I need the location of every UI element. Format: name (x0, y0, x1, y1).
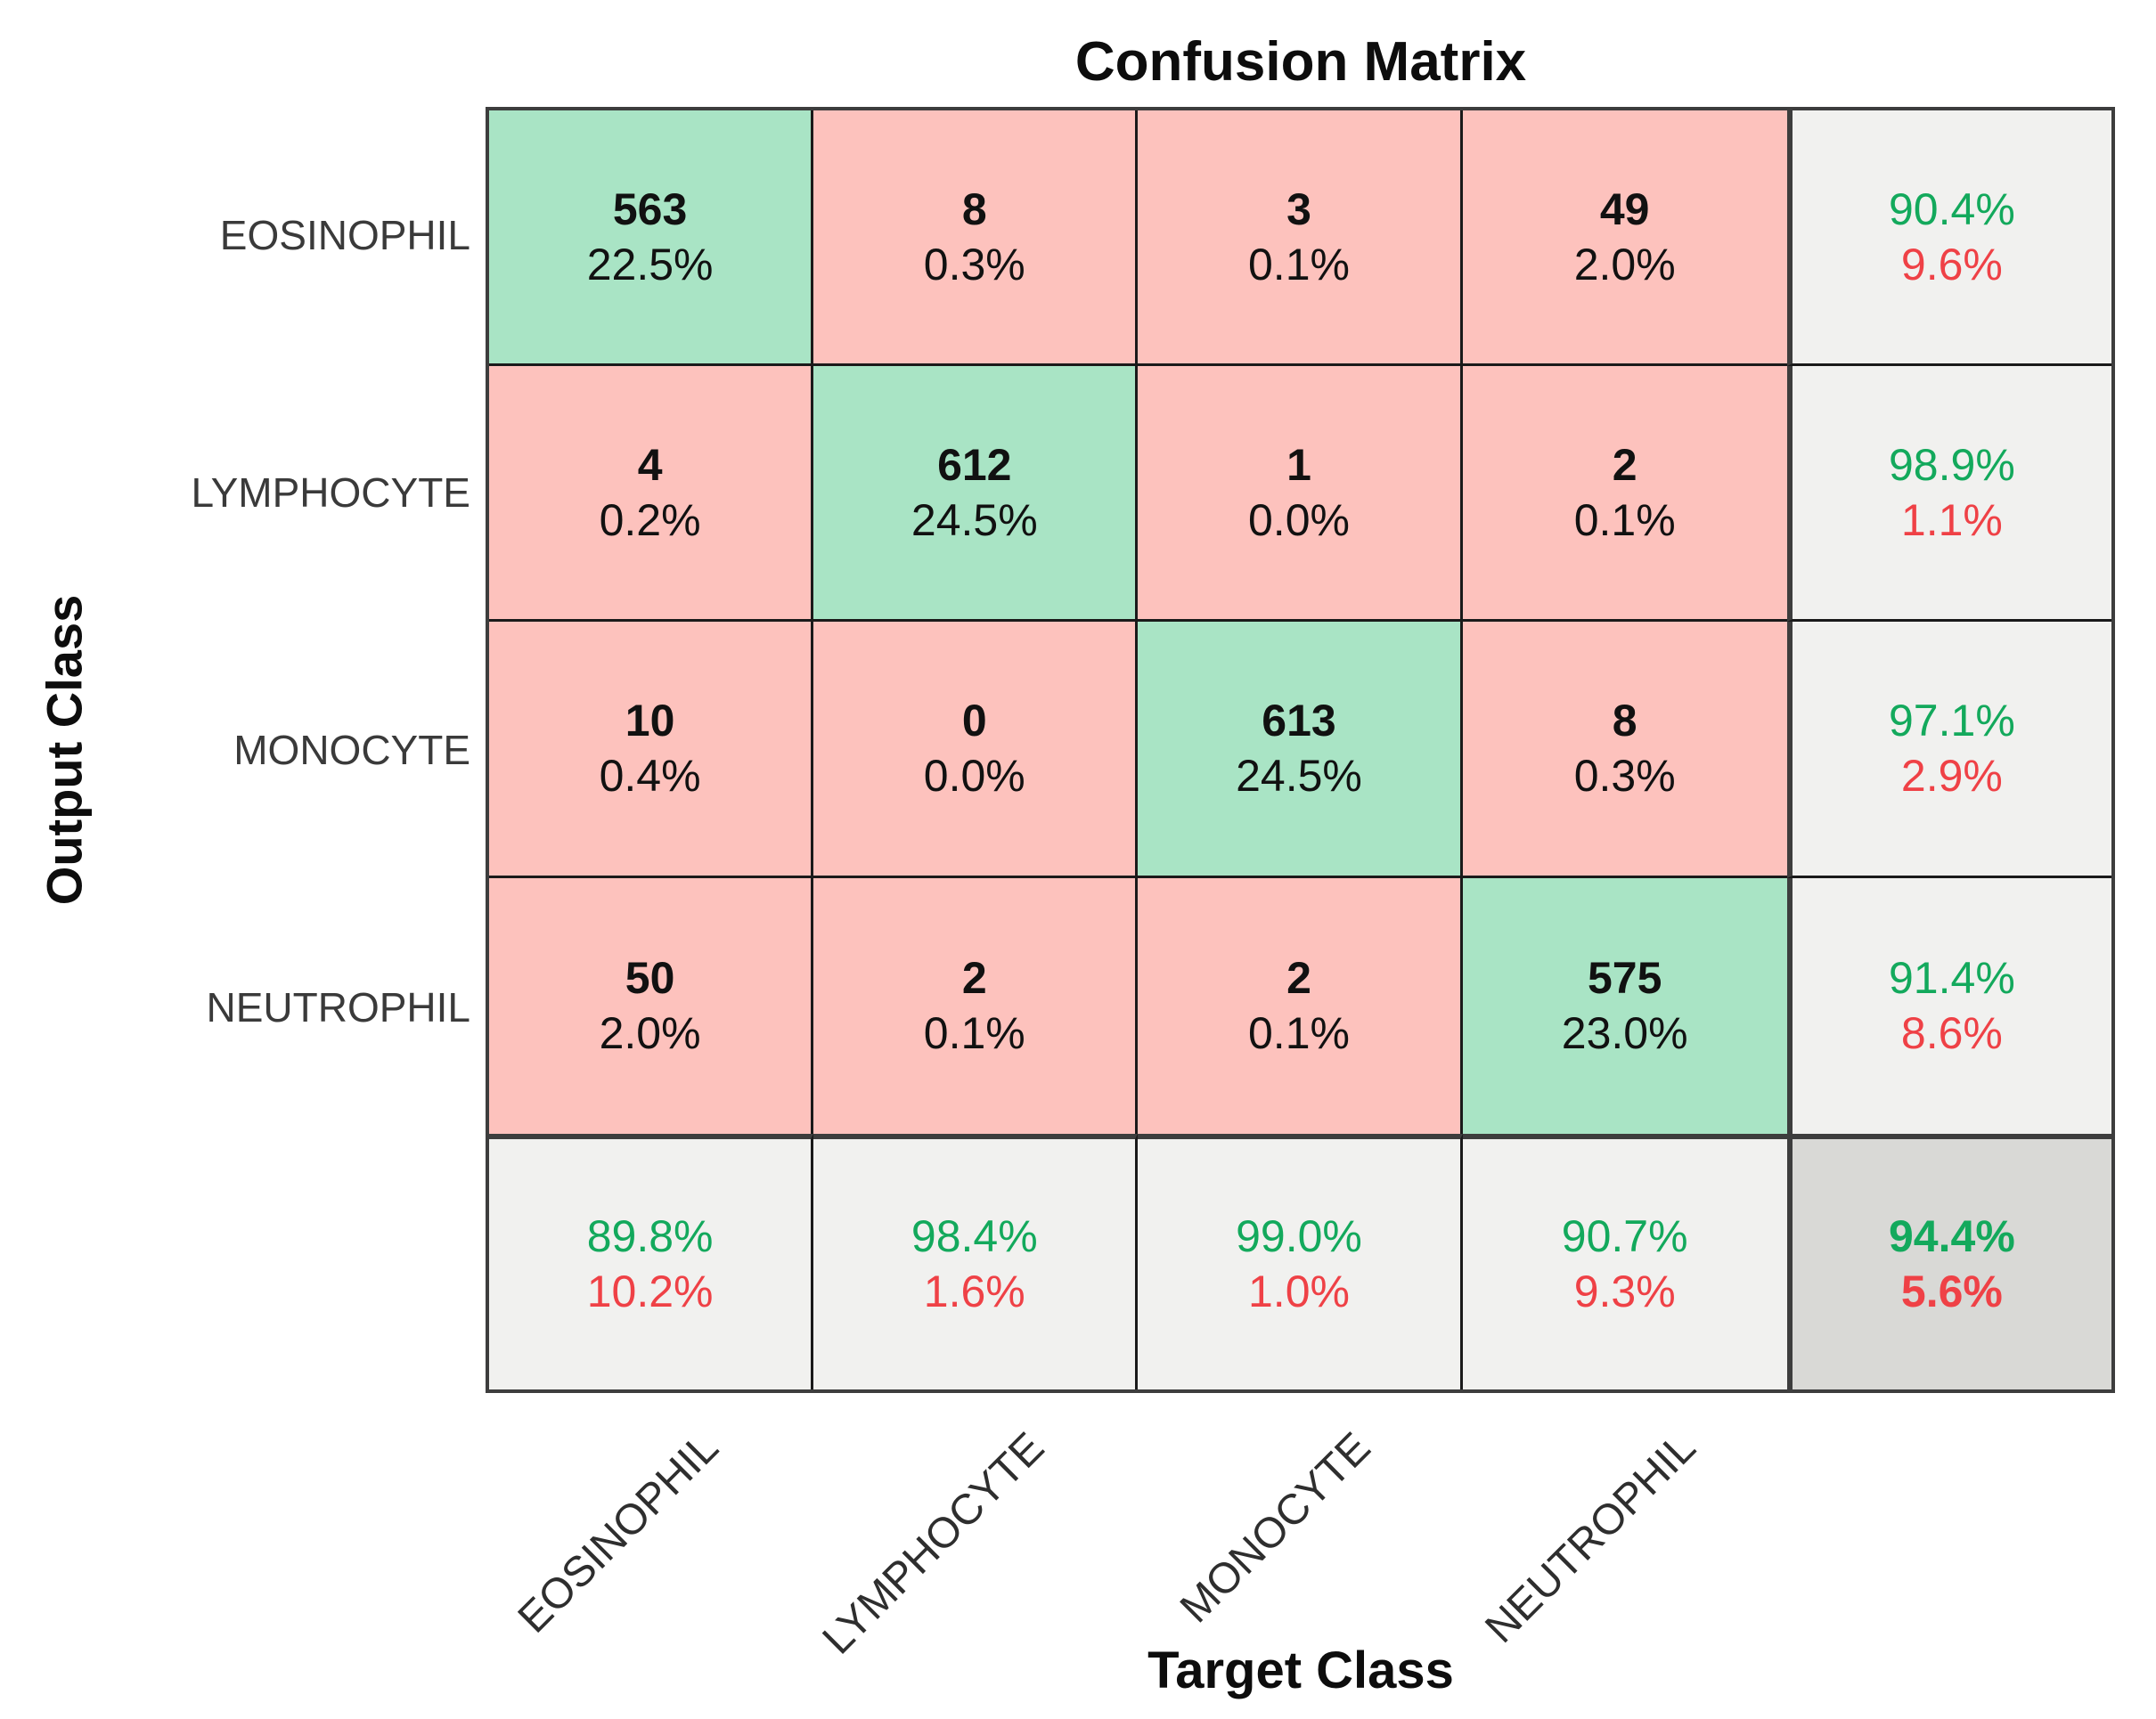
summary-positive: 90.7% (1561, 1211, 1688, 1262)
matrix-cell-r3c1: 2 0.1% (813, 877, 1139, 1134)
cell-percent: 0.3% (1573, 751, 1676, 802)
cell-percent: 0.1% (1248, 1008, 1350, 1059)
cell-count: 2 (961, 953, 987, 1004)
summary-positive: 89.8% (586, 1211, 714, 1262)
matrix-cell-r0c1: 8 0.3% (813, 110, 1139, 367)
summary-positive: 98.4% (911, 1211, 1038, 1262)
cell-percent: 0.3% (923, 240, 1025, 290)
summary-positive: 99.0% (1236, 1211, 1362, 1262)
cell-percent: 2.0% (1573, 240, 1676, 290)
cell-count: 613 (1262, 696, 1336, 746)
cell-count: 4 (637, 440, 663, 491)
overall-accuracy: 94.4% (1889, 1211, 2015, 1262)
summary-positive: 97.1% (1889, 696, 2015, 746)
cell-count: 2 (1286, 953, 1311, 1004)
row-summary-r1: 98.9% 1.1% (1786, 366, 2111, 623)
cell-percent: 0.1% (1573, 495, 1676, 546)
overall-error: 5.6% (1900, 1267, 2003, 1317)
cell-count: 575 (1587, 953, 1662, 1004)
col-label-lymphocyte: LYMPHOCYTE (813, 1423, 1054, 1664)
matrix-cell-r3c3: 575 23.0% (1462, 877, 1787, 1134)
summary-positive: 90.4% (1889, 184, 2015, 235)
col-summary-c2: 99.0% 1.0% (1138, 1133, 1463, 1389)
cell-count: 49 (1599, 184, 1650, 235)
summary-negative: 9.3% (1573, 1267, 1676, 1317)
cell-count: 2 (1612, 440, 1637, 491)
matrix-cell-r0c0: 563 22.5% (489, 110, 814, 367)
matrix-cell-r2c3: 8 0.3% (1462, 622, 1787, 878)
matrix-cell-r1c1: 612 24.5% (813, 366, 1139, 623)
cell-percent: 0.1% (1248, 240, 1350, 290)
cell-count: 8 (1612, 696, 1637, 746)
col-label-eosinophil: EOSINOPHIL (509, 1423, 728, 1642)
matrix-cell-r2c0: 10 0.4% (489, 622, 814, 878)
summary-positive: 91.4% (1889, 953, 2015, 1004)
cell-count: 563 (612, 184, 688, 235)
matrix-cell-r3c2: 2 0.1% (1138, 877, 1463, 1134)
summary-negative: 2.9% (1900, 751, 2003, 802)
col-label-neutrophil: NEUTROPHIL (1475, 1423, 1705, 1652)
cell-percent: 22.5% (586, 240, 714, 290)
matrix-cell-r0c2: 3 0.1% (1138, 110, 1463, 367)
chart-title: Confusion Matrix (1074, 31, 1527, 93)
row-label-lymphocyte: LYMPHOCYTE (191, 469, 470, 516)
row-label-neutrophil: NEUTROPHIL (206, 984, 470, 1031)
cell-count: 8 (961, 184, 987, 235)
summary-positive: 98.9% (1889, 440, 2015, 491)
summary-negative: 1.1% (1900, 495, 2003, 546)
cell-count: 612 (937, 440, 1012, 491)
cell-percent: 0.0% (1248, 495, 1350, 546)
row-summary-r2: 97.1% 2.9% (1786, 622, 2111, 878)
summary-negative: 1.6% (923, 1267, 1025, 1317)
matrix-cell-r1c2: 1 0.0% (1138, 366, 1463, 623)
matrix-cell-r1c3: 2 0.1% (1462, 366, 1787, 623)
col-summary-c0: 89.8% 10.2% (489, 1133, 814, 1389)
matrix-cell-r1c0: 4 0.2% (489, 366, 814, 623)
matrix-cell-r3c0: 50 2.0% (489, 877, 814, 1134)
col-summary-c3: 90.7% 9.3% (1462, 1133, 1787, 1389)
summary-negative: 1.0% (1248, 1267, 1350, 1317)
confusion-matrix-grid: 563 22.5% 8 0.3% 3 0.1% 49 2.0% 90.4% 9.… (486, 107, 2115, 1393)
cell-count: 3 (1286, 184, 1311, 235)
matrix-cell-r2c1: 0 0.0% (813, 622, 1139, 878)
cell-percent: 2.0% (599, 1008, 701, 1059)
cell-percent: 23.0% (1561, 1008, 1688, 1059)
col-summary-c1: 98.4% 1.6% (813, 1133, 1139, 1389)
summary-negative: 9.6% (1900, 240, 2003, 290)
row-label-monocyte: MONOCYTE (233, 727, 470, 773)
cell-count: 10 (625, 696, 675, 746)
row-label-eosinophil: EOSINOPHIL (219, 212, 470, 258)
cell-count: 0 (961, 696, 987, 746)
x-axis-title: Target Class (1147, 1642, 1454, 1699)
cell-percent: 24.5% (911, 495, 1038, 546)
matrix-cell-r2c2: 613 24.5% (1138, 622, 1463, 878)
cell-percent: 0.2% (599, 495, 701, 546)
col-label-monocyte: MONOCYTE (1171, 1423, 1380, 1633)
cell-count: 50 (625, 953, 675, 1004)
cell-percent: 0.1% (923, 1008, 1025, 1059)
summary-negative: 10.2% (586, 1267, 714, 1317)
row-summary-r0: 90.4% 9.6% (1786, 110, 2111, 367)
summary-negative: 8.6% (1900, 1008, 2003, 1059)
matrix-cell-r0c3: 49 2.0% (1462, 110, 1787, 367)
overall-accuracy-cell: 94.4% 5.6% (1786, 1133, 2111, 1389)
cell-percent: 24.5% (1236, 751, 1362, 802)
cell-percent: 0.4% (599, 751, 701, 802)
cell-percent: 0.0% (923, 751, 1025, 802)
row-summary-r3: 91.4% 8.6% (1786, 877, 2111, 1134)
cell-count: 1 (1286, 440, 1311, 491)
